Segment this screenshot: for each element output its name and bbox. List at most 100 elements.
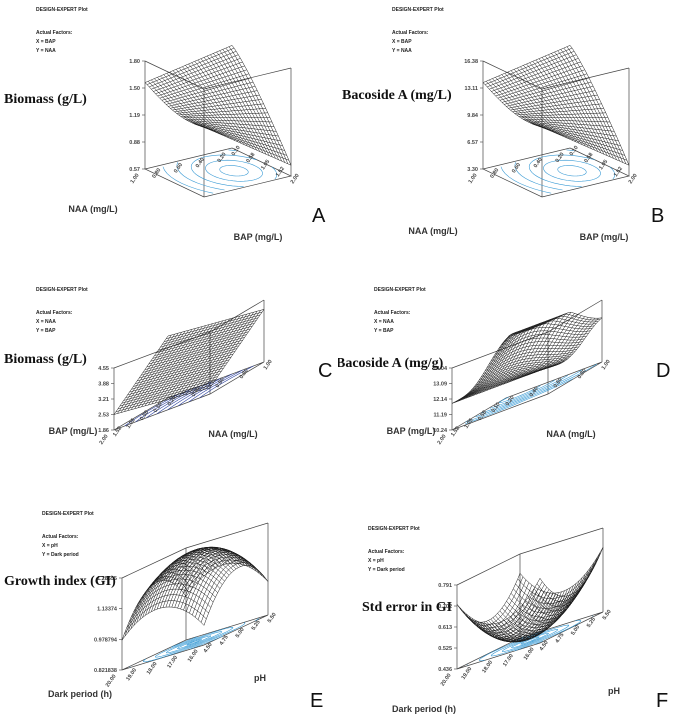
mesh-line [137, 353, 234, 382]
z-tick-label: 16.38 [464, 59, 478, 65]
z-tick-label: 0.821838 [94, 668, 117, 674]
mesh-line [526, 63, 586, 147]
factors-title: Actual Factors: [392, 30, 429, 36]
mesh-line [522, 118, 611, 123]
contour-line [565, 375, 569, 378]
mesh-line [515, 557, 599, 604]
mesh-line [168, 320, 224, 400]
factors-title: Actual Factors: [42, 534, 79, 540]
contour-line [511, 632, 549, 649]
mesh-line [537, 125, 625, 156]
plot-title: DESIGN-EXPERT Plot [374, 287, 426, 293]
mesh-line [189, 314, 244, 394]
mesh-line [501, 74, 561, 136]
mesh-line [180, 112, 268, 117]
contour-line [228, 149, 237, 151]
y-factor: Y = NAA [36, 48, 56, 54]
z-tick-label: 4.55 [98, 366, 109, 372]
right-tick-label: 0.10 [569, 145, 580, 157]
mesh-line [124, 576, 190, 637]
right-axis-label: NAA (mg/L) [208, 429, 257, 439]
right-tick-label: 1.00 [263, 359, 274, 371]
mesh-line [183, 559, 266, 594]
z-axis-label: Biomass (g/L) [4, 92, 87, 107]
left-tick-label: 17.00 [166, 655, 179, 670]
mesh-line [145, 555, 210, 616]
contour-line [520, 636, 540, 645]
z-tick-label: 12.14 [433, 397, 448, 403]
y-factor: Y = BAP [374, 328, 394, 334]
left-tick-label: 20.00 [105, 674, 118, 689]
left-tick-label: 0.80 [151, 167, 162, 179]
z-tick-label: 1.28655 [97, 576, 117, 582]
right-tick-label: 1.00 [601, 359, 612, 371]
surface-plot: 14.04 13.09 12.14 11.19 10.242.001.521.050.5… [387, 299, 612, 446]
mesh-line [504, 578, 588, 625]
right-tick-label: 0.58 [245, 152, 256, 164]
right-tick-label: 2.00 [290, 173, 301, 185]
mesh-line [172, 319, 227, 399]
left-tick-label: 18.00 [481, 660, 494, 675]
contour-line [551, 379, 555, 383]
y-factor: Y = NAA [392, 48, 412, 54]
mesh-line [510, 70, 571, 140]
z-tick-label: 0.613 [438, 625, 452, 631]
panel-letter: D [656, 360, 671, 382]
left-tick-label: 0.60 [511, 162, 522, 174]
mesh-line [115, 384, 212, 412]
left-axis-label: Dark period (h) [392, 704, 456, 714]
right-tick-label: 1.52 [613, 166, 624, 178]
contour-line [219, 165, 249, 177]
mesh-line [461, 364, 558, 399]
left-tick-label: 19.00 [125, 667, 138, 682]
left-tick-label: 0.10 [153, 402, 164, 414]
mesh-line [471, 359, 568, 391]
mesh-line [539, 547, 604, 597]
contour-line [178, 373, 233, 407]
mesh-line [503, 316, 558, 385]
z-tick-label: 3.88 [98, 382, 109, 388]
mesh-line [176, 103, 264, 114]
mesh-line [181, 556, 264, 591]
left-tick-label: 0.20 [217, 152, 228, 164]
mesh-line [157, 77, 217, 133]
z-tick-label: 0.88 [129, 140, 140, 146]
z-tick-label: 0.702 [438, 604, 452, 610]
mesh-line [151, 79, 211, 131]
left-tick-label: 0.58 [139, 410, 150, 422]
right-tick-label: 0.40 [529, 386, 540, 398]
left-tick-label: 1.00 [468, 173, 479, 185]
mesh-line [135, 356, 232, 384]
left-tick-label: 16.00 [187, 649, 200, 664]
z-tick-label: 1.86 [98, 428, 109, 434]
contour-line [166, 631, 223, 654]
z-tick-label: 2.53 [98, 413, 109, 419]
plot-title: DESIGN-EXPERT Plot [36, 7, 88, 13]
mesh-line [121, 580, 187, 641]
z-tick-label: 0.436 [438, 667, 452, 673]
mesh-line [510, 567, 595, 614]
z-tick-label: 3.30 [467, 167, 478, 173]
right-tick-label: 0.60 [553, 377, 564, 389]
contour-line [566, 149, 575, 151]
left-tick-label: 0.40 [195, 157, 206, 169]
left-axis-label: BAP (mg/L) [49, 426, 98, 436]
mesh-line [520, 117, 608, 119]
mesh-line [513, 562, 597, 609]
right-tick-label: 0.40 [191, 386, 202, 398]
mesh-line [166, 73, 226, 137]
x-factor: X = pH [42, 543, 58, 549]
y-factor: Y = Dark period [368, 567, 405, 573]
mesh-line [492, 592, 556, 643]
contour-line [578, 369, 583, 373]
right-axis-label: BAP (mg/L) [580, 232, 629, 242]
z-tick-label: 9.84 [467, 113, 479, 119]
mesh-line [513, 312, 568, 381]
left-tick-label: 0.80 [489, 167, 500, 179]
plot-header: DESIGN-EXPERT Plot Actual Factors: X = BAP… [392, 6, 444, 56]
mesh-line [139, 351, 236, 379]
contour-line [481, 376, 566, 414]
z-tick-label: 6.57 [467, 140, 478, 146]
mesh-line [465, 582, 530, 632]
contour-line [475, 371, 580, 418]
